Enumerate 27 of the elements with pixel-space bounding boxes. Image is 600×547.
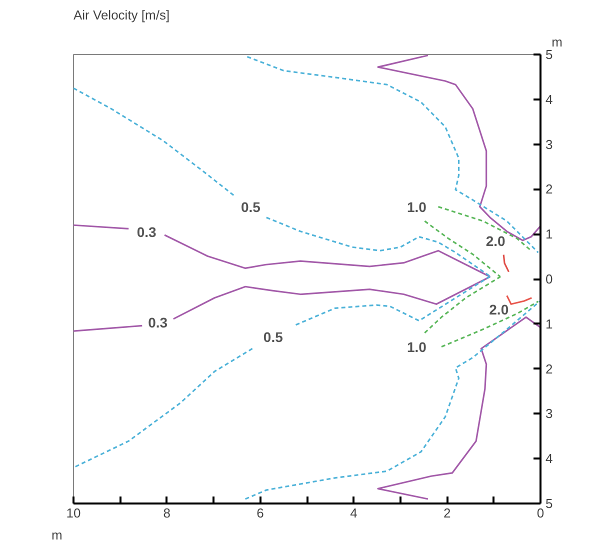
y-tick-label: 1 [546,226,553,242]
series-label: 1.0 [406,199,427,216]
x-axis-title: m [52,528,62,542]
y-tick-label: 4 [546,451,553,466]
chart-title: Air Velocity [m/s] [74,8,170,22]
series-label: 0.3 [136,224,157,240]
series-label: 0.5 [240,198,261,215]
y-tick-label: 2 [546,182,553,197]
y-tick-label: 2 [546,361,553,376]
series-label: 0.3 [148,314,168,330]
x-tick-label: 10 [66,506,81,520]
x-tick-label: 2 [443,506,451,520]
y-tick-label: 5 [546,47,553,62]
y-tick-label: 1 [546,316,553,332]
x-tick-label: 8 [163,506,171,520]
y-tick-label: 5 [546,496,553,511]
x-tick-label: 6 [256,506,264,520]
series-label: 1.0 [406,338,427,355]
y-tick-label: 0 [546,272,553,286]
series-label: 2.0 [489,302,509,318]
y-tick-label: 3 [546,136,553,152]
y-tick-label: 4 [546,92,553,107]
y-tick-label: 3 [546,406,553,422]
series-label: 2.0 [486,232,506,249]
y-axis-title: m [552,34,563,50]
x-tick-label: 4 [350,506,358,520]
series-label: 0.5 [263,329,284,346]
